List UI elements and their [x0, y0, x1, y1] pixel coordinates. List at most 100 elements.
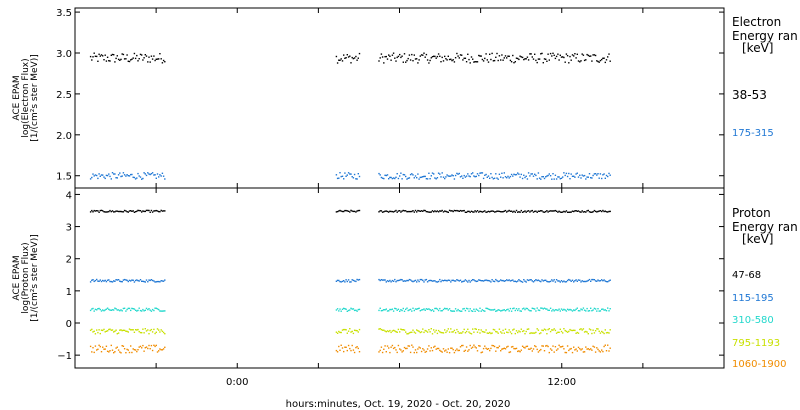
- data-point: [441, 209, 443, 212]
- data-point: [519, 331, 521, 333]
- data-point: [560, 211, 563, 213]
- data-point: [506, 309, 508, 311]
- data-point: [155, 344, 157, 347]
- data-point: [453, 329, 456, 332]
- data-point: [161, 172, 164, 174]
- data-point: [472, 211, 474, 213]
- data-point: [429, 178, 431, 180]
- data-point: [431, 280, 434, 282]
- data-point: [586, 53, 588, 56]
- data-point: [486, 59, 488, 61]
- data-point: [507, 175, 509, 178]
- data-point: [425, 308, 428, 310]
- data-point: [111, 329, 114, 331]
- data-point: [108, 60, 110, 62]
- data-point: [487, 332, 490, 334]
- data-point: [543, 307, 546, 309]
- data-point: [457, 210, 459, 212]
- data-point: [111, 281, 114, 283]
- data-point: [93, 351, 95, 354]
- data-point: [147, 281, 149, 283]
- data-point: [130, 210, 132, 212]
- data-point: [518, 350, 520, 352]
- data-point: [336, 177, 339, 180]
- data-point: [547, 328, 549, 331]
- data-point: [518, 279, 520, 281]
- data-point: [480, 310, 482, 312]
- data-point: [456, 209, 458, 212]
- data-point: [493, 59, 496, 62]
- data-point: [454, 349, 457, 352]
- data-point: [104, 309, 106, 311]
- data-point: [444, 329, 446, 331]
- data-point: [395, 281, 397, 283]
- data-point: [149, 279, 151, 282]
- data-point: [440, 280, 442, 283]
- data-point: [574, 53, 576, 55]
- data-point: [564, 211, 566, 213]
- data-point: [151, 349, 154, 352]
- data-point: [131, 329, 133, 331]
- data-point: [122, 279, 125, 281]
- data-point: [493, 177, 496, 179]
- data-point: [543, 177, 546, 180]
- data-point: [429, 59, 431, 62]
- data-point: [497, 280, 499, 283]
- data-point: [97, 60, 99, 62]
- data-point: [341, 280, 344, 283]
- data-point: [590, 55, 592, 57]
- data-point: [390, 210, 392, 213]
- data-point: [576, 210, 578, 212]
- data-point: [96, 329, 98, 331]
- data-point: [406, 59, 408, 62]
- data-point: [458, 172, 460, 175]
- data-point: [575, 348, 577, 350]
- data-point: [543, 211, 546, 213]
- data-point: [547, 53, 549, 55]
- data-point: [113, 352, 115, 354]
- y-tick-label: 2.0: [56, 131, 72, 142]
- data-point: [464, 332, 467, 334]
- data-point: [569, 55, 571, 58]
- data-point: [514, 348, 516, 350]
- data-point: [100, 351, 103, 353]
- data-point: [91, 59, 93, 61]
- data-point: [439, 307, 441, 310]
- data-point: [403, 174, 406, 176]
- data-point: [156, 210, 159, 212]
- data-point: [524, 333, 526, 335]
- data-point: [484, 57, 486, 60]
- data-point: [143, 350, 145, 352]
- data-point: [482, 310, 485, 312]
- data-point: [586, 280, 588, 282]
- data-point: [351, 344, 353, 347]
- data-point: [442, 176, 445, 178]
- data-point: [138, 346, 140, 348]
- data-point: [119, 280, 121, 282]
- data-point: [141, 54, 143, 56]
- data-point: [353, 57, 356, 59]
- data-point: [397, 344, 400, 347]
- data-point: [594, 173, 597, 175]
- data-point: [459, 310, 462, 312]
- data-point: [390, 308, 392, 311]
- data-point: [601, 330, 603, 333]
- data-point: [148, 308, 150, 310]
- data-point: [409, 331, 412, 334]
- data-point: [102, 329, 104, 332]
- data-point: [100, 209, 103, 212]
- data-point: [563, 348, 565, 350]
- data-point: [500, 211, 502, 213]
- y-tick-label: 3: [66, 223, 72, 234]
- data-point: [160, 349, 162, 351]
- data-point: [608, 172, 610, 175]
- data-point: [126, 211, 128, 213]
- data-point: [91, 351, 93, 353]
- data-point: [598, 177, 600, 179]
- data-point: [338, 177, 340, 179]
- data-point: [463, 328, 465, 331]
- data-point: [89, 55, 92, 58]
- data-point: [109, 280, 111, 283]
- data-point: [397, 308, 400, 310]
- data-point: [492, 210, 495, 212]
